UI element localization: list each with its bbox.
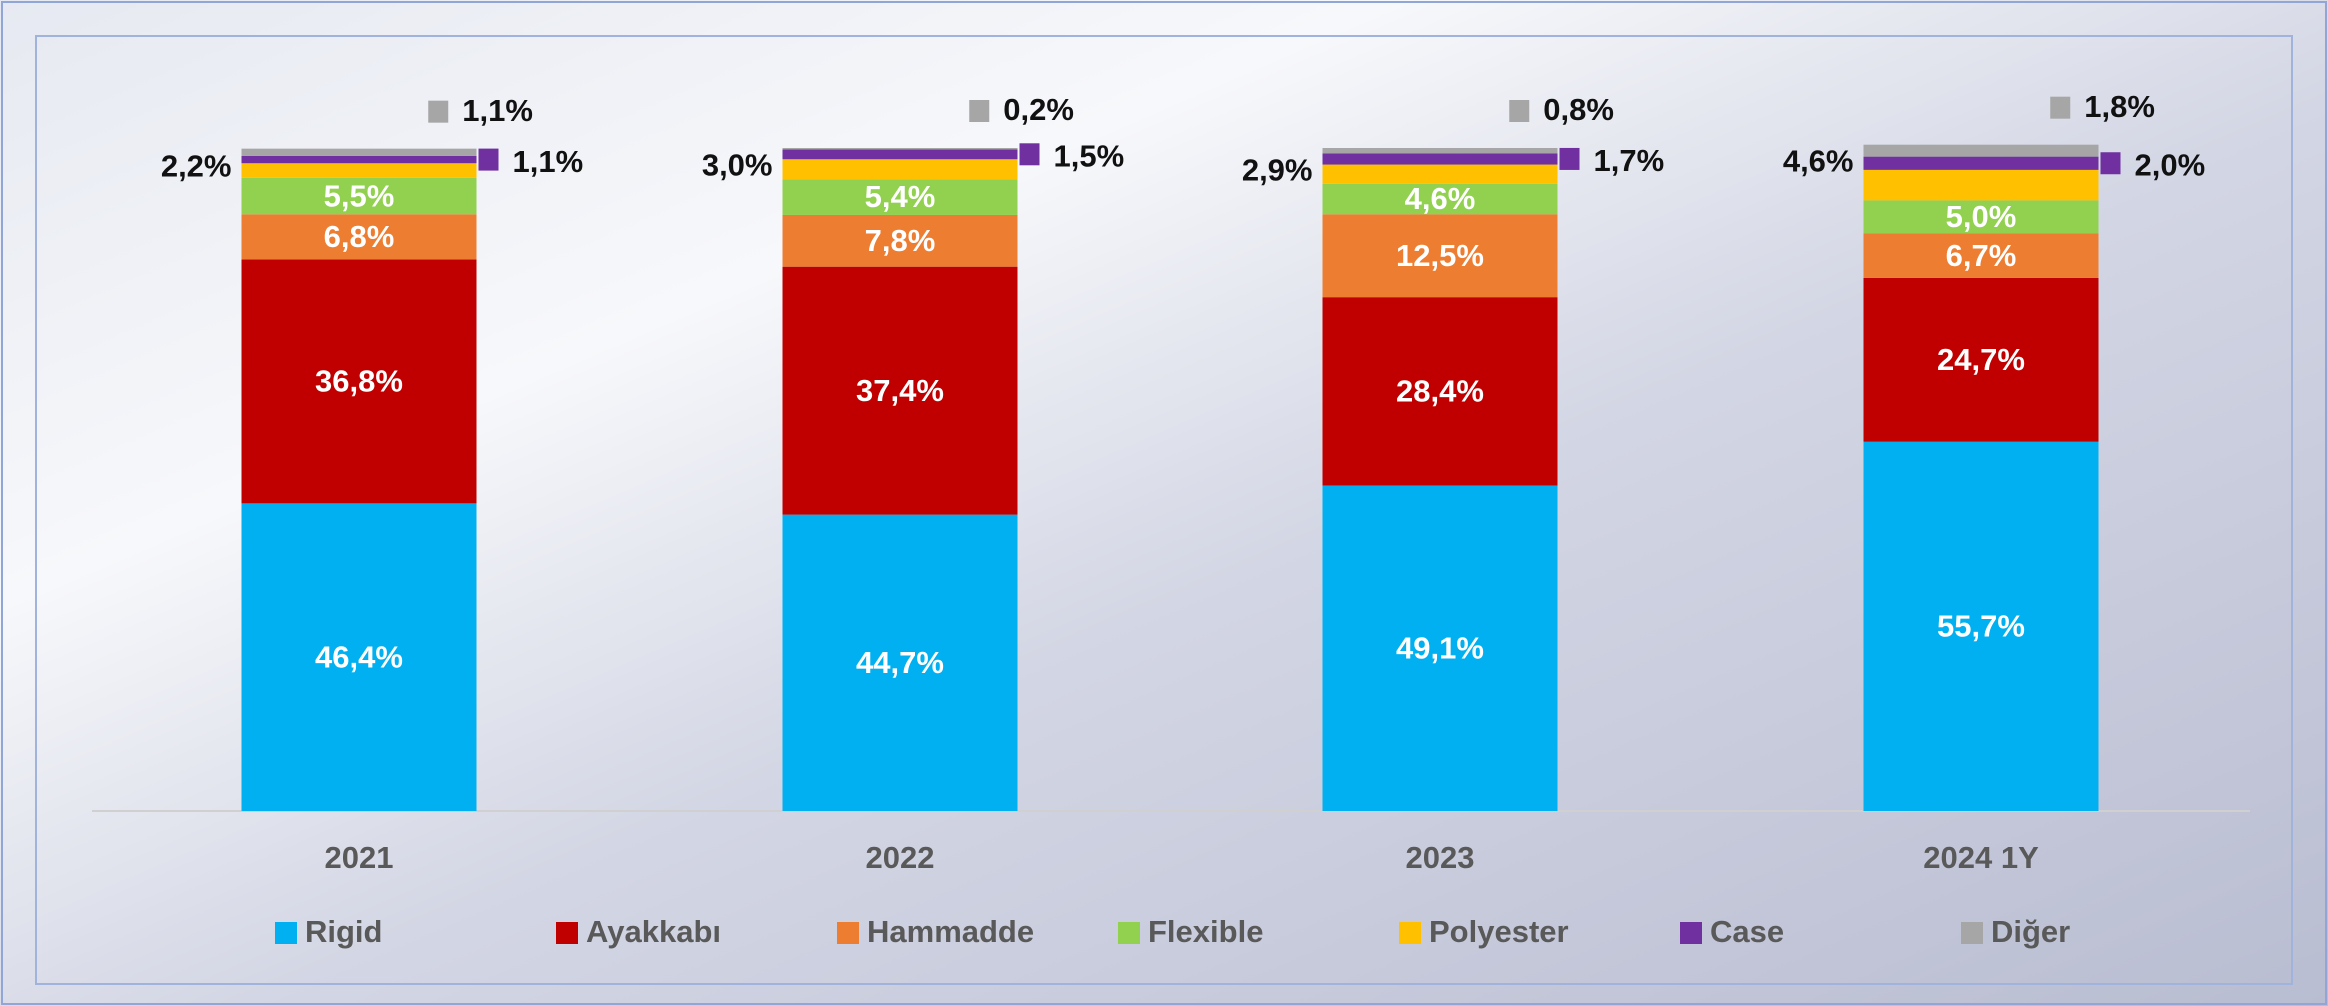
inner-border: [35, 35, 2293, 985]
bar-segment: [241, 503, 477, 811]
data-label: 1,1%: [462, 93, 533, 128]
label-marker: [1559, 147, 1580, 170]
data-label: 36,8%: [315, 364, 403, 399]
bar-segment: [1863, 441, 2099, 811]
legend-swatch: [1961, 922, 1983, 944]
data-label: 44,7%: [856, 645, 944, 680]
data-label: 7,8%: [865, 223, 936, 258]
bar-segment: [782, 514, 1018, 811]
bar-segment: [241, 163, 477, 178]
bar-segment: [782, 148, 1018, 150]
data-label: 1,7%: [1594, 143, 1665, 178]
data-label: 5,0%: [1946, 199, 2017, 234]
data-label: 28,4%: [1396, 374, 1484, 409]
bar-segment: [1322, 153, 1558, 165]
bar-segment: [782, 266, 1018, 515]
x-tick-label: 2024 1Y: [1923, 840, 2039, 875]
bar-segment: [1322, 164, 1558, 184]
data-label: 2,0%: [2135, 147, 2206, 182]
data-label: 0,8%: [1543, 92, 1614, 127]
label-marker: [1019, 143, 1040, 166]
bar-segment: [782, 179, 1018, 215]
bar-segment: [782, 214, 1018, 267]
bar-segment: [1322, 183, 1558, 215]
bar-segment: [1322, 297, 1558, 486]
legend-label: Case: [1710, 914, 1784, 949]
legend-swatch: [1680, 922, 1702, 944]
bar-segment: [1322, 148, 1558, 154]
bar-segment: [1863, 233, 2099, 278]
legend-swatch: [837, 922, 859, 944]
data-label: 6,7%: [1946, 238, 2017, 273]
data-label: 4,6%: [1405, 181, 1476, 216]
legend-swatch: [1399, 922, 1421, 944]
data-label: 0,2%: [1003, 92, 1074, 127]
data-label: 1,5%: [1054, 138, 1125, 173]
data-label: 49,1%: [1396, 630, 1484, 665]
legend-label: Rigid: [305, 914, 383, 949]
label-marker: [969, 100, 990, 122]
data-label: 5,5%: [324, 178, 395, 213]
data-label: 2,2%: [161, 149, 232, 184]
bar-segment: [1863, 277, 2099, 442]
bar-segment: [782, 159, 1018, 180]
data-label: 6,8%: [324, 219, 395, 254]
legend-label: Polyester: [1429, 914, 1569, 949]
bar-segment: [1863, 144, 2099, 157]
bar-segment: [1863, 156, 2099, 170]
label-marker: [2050, 96, 2071, 119]
data-label: 4,6%: [1783, 143, 1854, 178]
legend-label: Ayakkabı: [586, 914, 721, 949]
bar-segment: [241, 155, 477, 164]
legend-swatch: [275, 922, 297, 944]
data-label: 37,4%: [856, 373, 944, 408]
label-marker: [1509, 100, 1530, 122]
data-label: 46,4%: [315, 639, 403, 674]
x-tick-label: 2021: [325, 840, 394, 875]
data-label: 1,8%: [2084, 89, 2155, 124]
data-label: 12,5%: [1396, 238, 1484, 273]
legend-label: Diğer: [1991, 914, 2070, 949]
bar-segment: [1863, 200, 2099, 234]
label-marker: [428, 100, 449, 123]
legend-swatch: [1118, 922, 1140, 944]
bar-segment: [241, 177, 477, 215]
data-label: 5,4%: [865, 179, 936, 214]
bar-segment: [241, 214, 477, 260]
label-marker: [2100, 152, 2121, 175]
bar-segment: [782, 149, 1018, 160]
bar-segment: [1322, 485, 1558, 811]
data-label: 24,7%: [1937, 342, 2025, 377]
bar-segment: [241, 259, 477, 504]
data-label: 1,1%: [513, 144, 584, 179]
legend-swatch: [556, 922, 578, 944]
data-label: 2,9%: [1242, 152, 1313, 187]
x-tick-label: 2023: [1406, 840, 1475, 875]
x-tick-label: 2022: [866, 840, 935, 875]
data-label: 3,0%: [702, 147, 773, 182]
bar-segment: [1863, 169, 2099, 201]
bar-segment: [241, 148, 477, 156]
legend-label: Flexible: [1148, 914, 1263, 949]
legend-label: Hammadde: [867, 914, 1034, 949]
bar-segment: [1322, 214, 1558, 298]
data-label: 55,7%: [1937, 609, 2025, 644]
label-marker: [478, 148, 499, 171]
